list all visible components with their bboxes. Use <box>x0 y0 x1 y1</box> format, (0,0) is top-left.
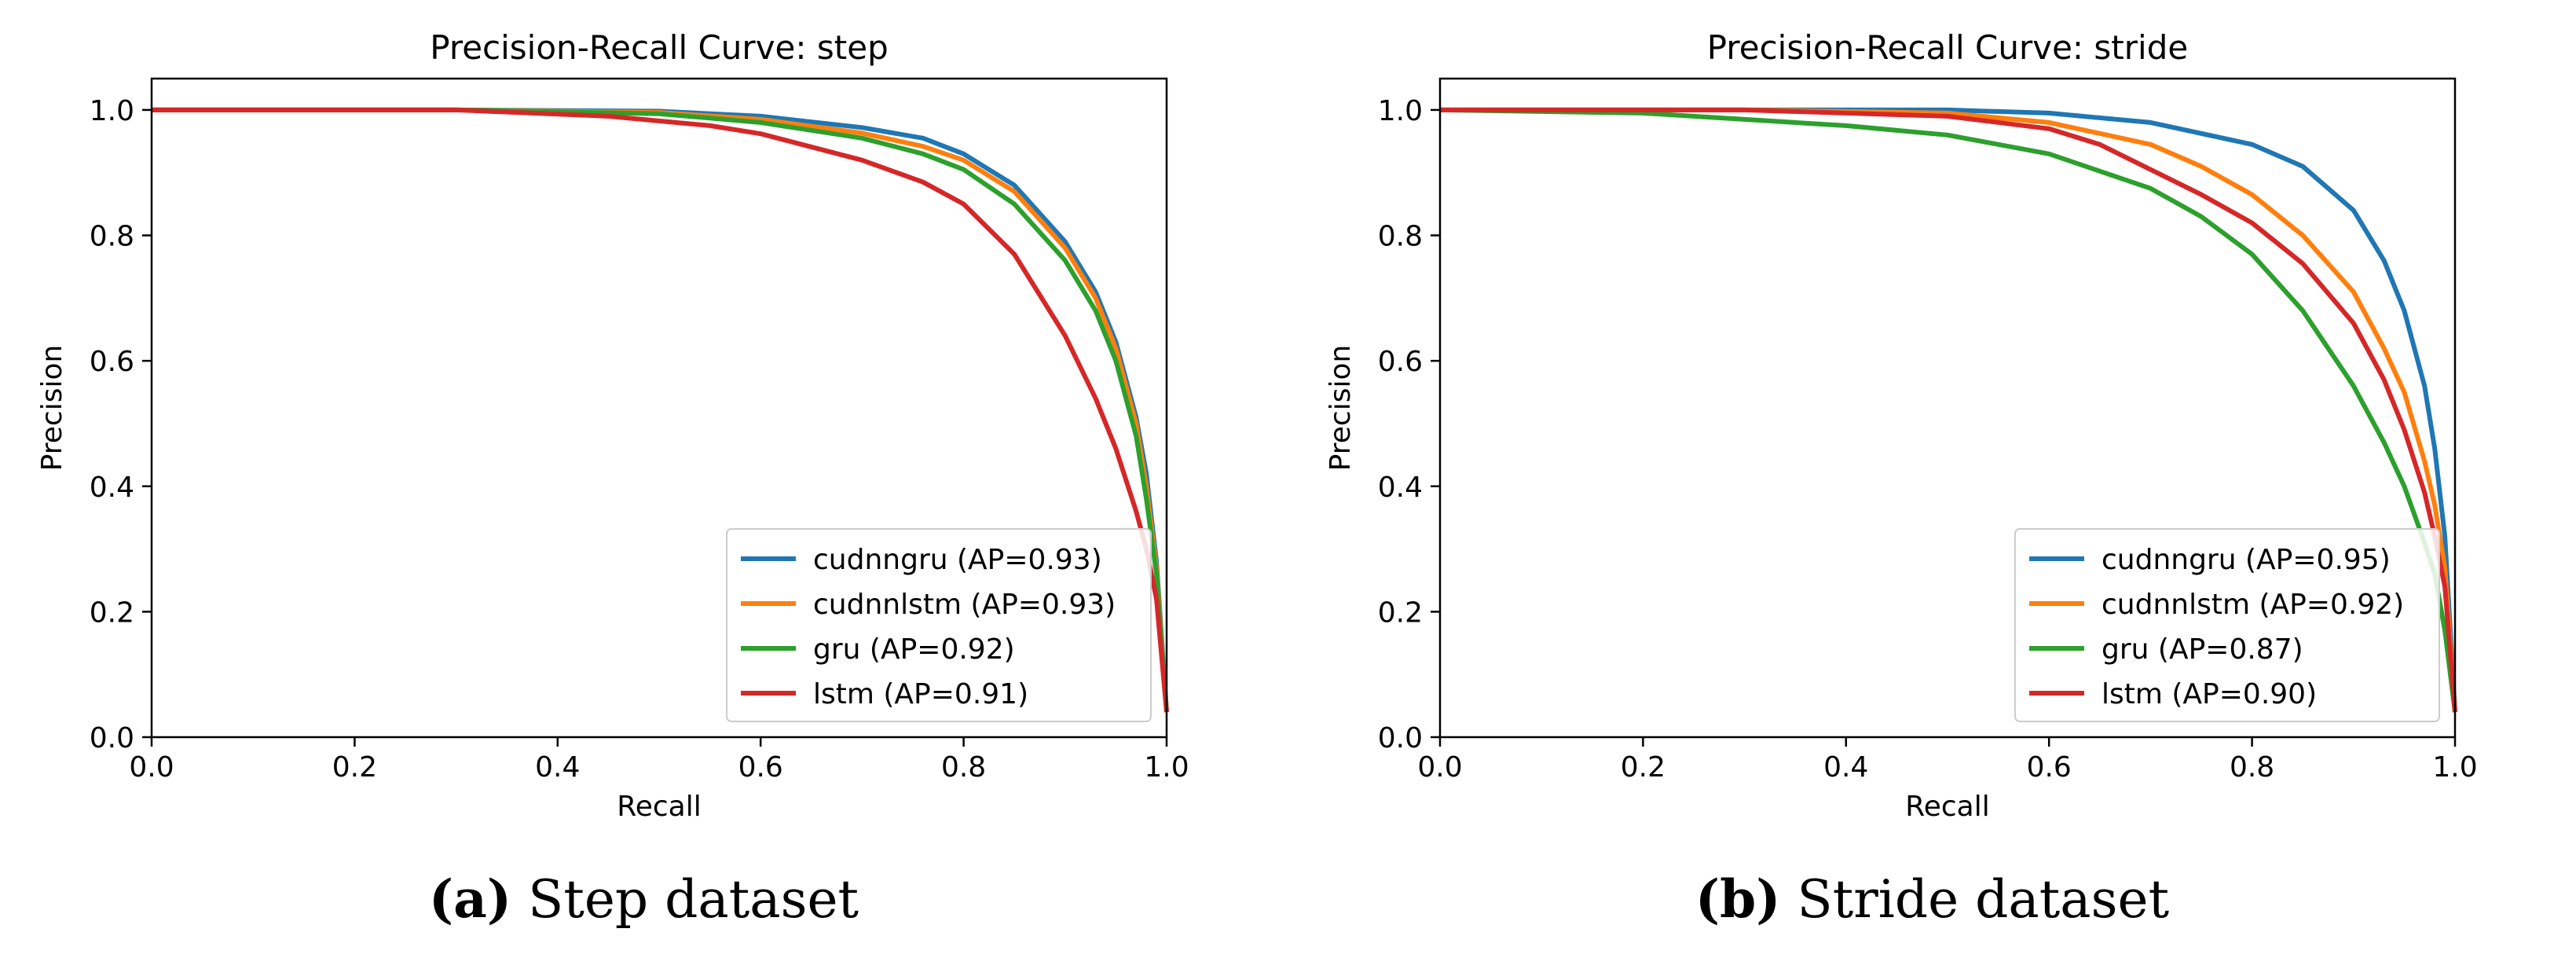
legend-box <box>2014 528 2440 722</box>
y-tick-label: 0.2 <box>90 596 134 629</box>
x-tick-label: 0.6 <box>2027 751 2072 784</box>
x-tick-label: 0.6 <box>738 751 783 784</box>
x-tick-label: 1.0 <box>1144 751 1189 784</box>
y-tick-label: 0.0 <box>1378 722 1423 754</box>
caption-step-label: (a) <box>428 868 512 930</box>
series-line-1 <box>1440 107 2457 713</box>
legend-box <box>726 528 1152 722</box>
x-tick-label: 0.2 <box>1621 751 1665 784</box>
y-tick-label: 0.4 <box>90 472 134 504</box>
legend-label: lstm (AP=0.91) <box>813 678 1028 710</box>
chart-title: Precision-Recall Curve: stride <box>1707 28 2188 67</box>
y-tick-label: 0.6 <box>90 346 134 378</box>
plot-frame <box>150 77 1168 739</box>
caption-stride-text: Stride dataset <box>1797 869 2170 930</box>
legend-label: gru (AP=0.92) <box>813 633 1015 666</box>
y-tick-label: 0.0 <box>90 722 134 754</box>
legend-label: lstm (AP=0.90) <box>2101 678 2317 710</box>
chart-step-svg: Precision-Recall Curve: step 0.0 0.2 0.4 0.6… <box>36 28 1189 823</box>
chart-panel-step: Precision-Recall Curve: step 0.0 0.2 0.4 0.6… <box>0 28 1288 930</box>
chart-stride-svg: Precision-Recall Curve: stride 0.0 0.2 0.4 0… <box>1325 28 2478 823</box>
x-tick-label: 0.4 <box>535 751 580 784</box>
legend: cudnngru (AP=0.95) cudnnlstm (AP=0.92) gru… <box>2014 528 2440 722</box>
y-tick-label: 1.0 <box>90 95 134 127</box>
x-tick-label: 0.8 <box>2230 751 2274 784</box>
x-tick-label: 0.2 <box>332 751 377 784</box>
legend: cudnngru (AP=0.93) cudnnlstm (AP=0.93) gru… <box>726 528 1152 722</box>
series-line-2 <box>152 107 1169 713</box>
x-tick-label: 0.0 <box>1417 751 1462 784</box>
caption-stride: (b) Stride dataset <box>1288 868 2576 930</box>
x-tick-label: 0.8 <box>941 751 986 784</box>
y-tick-label: 1.0 <box>1378 95 1423 127</box>
series-line-3 <box>1440 107 2457 713</box>
caption-stride-label: (b) <box>1695 868 1781 930</box>
plot-frame <box>1438 77 2457 739</box>
y-tick-label: 0.8 <box>90 221 134 253</box>
legend-label: cudnnlstm (AP=0.93) <box>813 589 1116 621</box>
chart-title: Precision-Recall Curve: step <box>430 28 888 67</box>
legend-label: cudnngru (AP=0.95) <box>2101 544 2391 576</box>
series-line-0 <box>1440 107 2457 713</box>
x-tick-label: 1.0 <box>2432 751 2477 784</box>
caption-step-text: Step dataset <box>528 869 859 930</box>
caption-step: (a) Step dataset <box>0 868 1288 930</box>
y-tick-label: 0.2 <box>1378 596 1423 629</box>
x-axis-label: Recall <box>617 791 701 823</box>
y-axis-label: Precision <box>1325 345 1357 472</box>
x-tick-label: 0.4 <box>1823 751 1868 784</box>
x-axis-label: Recall <box>1905 791 1989 823</box>
x-tick-label: 0.0 <box>129 751 174 784</box>
legend-label: gru (AP=0.87) <box>2101 633 2303 666</box>
y-tick-label: 0.8 <box>1378 221 1423 253</box>
y-axis-label: Precision <box>36 345 68 472</box>
y-tick-label: 0.6 <box>1378 346 1423 378</box>
y-tick-label: 0.4 <box>1378 472 1423 504</box>
legend-label: cudnnlstm (AP=0.92) <box>2101 589 2404 621</box>
chart-panel-stride: Precision-Recall Curve: stride 0.0 0.2 0.4 0… <box>1288 0 2576 969</box>
legend-label: cudnngru (AP=0.93) <box>813 544 1102 576</box>
